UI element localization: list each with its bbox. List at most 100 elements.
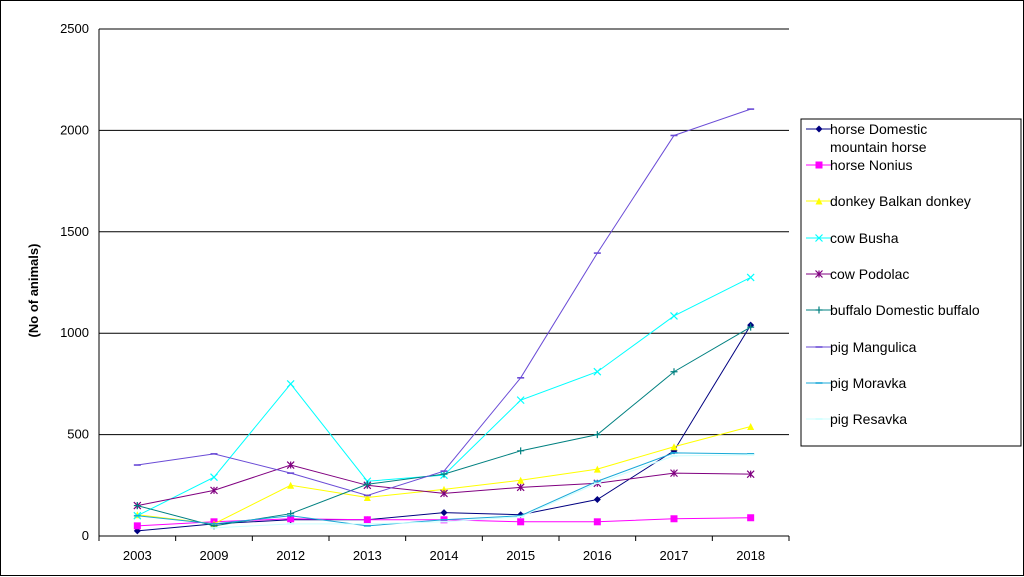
- data-point: [747, 323, 755, 331]
- marker-shape: [286, 379, 295, 388]
- data-point: [363, 516, 371, 524]
- marker-shape: [593, 367, 602, 376]
- marker-shape: [670, 515, 678, 523]
- marker-shape: [670, 443, 678, 451]
- x-tick-label: 2003: [123, 548, 152, 563]
- legend-label: cow Busha: [830, 230, 899, 246]
- legend-item: buffalo Domestic buffalo: [806, 302, 980, 318]
- x-tick-label: 2013: [353, 548, 382, 563]
- legend-item: pig Moravka: [806, 375, 906, 391]
- legend-marker: [815, 306, 823, 314]
- legend-item: horse Domestic mountain horse: [806, 121, 927, 155]
- x-tick-label: 2018: [736, 548, 765, 563]
- data-point: [670, 312, 678, 320]
- x-tick-label: 2016: [583, 548, 612, 563]
- legend-marker: [815, 234, 823, 242]
- marker-shape: [815, 270, 823, 278]
- data-point: [133, 502, 141, 510]
- data-point: [593, 367, 602, 376]
- marker-shape: [815, 161, 823, 169]
- data-point: [363, 480, 371, 488]
- marker-shape: [516, 483, 525, 492]
- data-point: [286, 461, 295, 469]
- series-5: [133, 323, 755, 530]
- x-tick-label: 2017: [660, 548, 689, 563]
- marker-shape: [815, 125, 823, 133]
- x-tick-label: 2012: [276, 548, 305, 563]
- series-4: [133, 461, 755, 510]
- series-line: [137, 324, 752, 532]
- y-tick-label: 2500: [60, 21, 89, 36]
- data-point: [517, 447, 525, 455]
- marker-shape: [670, 469, 678, 478]
- marker-shape: [210, 473, 218, 482]
- x-tick-label: 2009: [200, 548, 229, 563]
- marker-shape: [517, 518, 525, 526]
- data-point: [593, 518, 601, 526]
- data-point: [133, 522, 141, 530]
- legend-item: cow Podolac: [806, 266, 909, 282]
- y-tick-label: 2000: [60, 122, 89, 137]
- legend-label: buffalo Domestic buffalo: [830, 302, 980, 318]
- legend-marker: [815, 161, 823, 169]
- marker-shape: [133, 522, 141, 530]
- marker-shape: [747, 422, 755, 430]
- marker-shape: [287, 515, 295, 523]
- series-line: [137, 108, 751, 496]
- legend-marker: [815, 125, 823, 133]
- marker-shape: [286, 461, 295, 469]
- marker-shape: [593, 518, 601, 526]
- data-point: [440, 489, 448, 498]
- y-tick-label: 1500: [60, 224, 89, 239]
- legend-item: donkey Balkan donkey: [806, 193, 971, 209]
- marker-shape: [815, 306, 823, 314]
- marker-shape: [517, 476, 525, 484]
- data-point: [593, 495, 601, 503]
- legend-label: donkey Balkan donkey: [830, 193, 971, 209]
- series-8: [210, 454, 755, 529]
- data-point: [516, 396, 525, 405]
- marker-shape: [670, 312, 678, 320]
- legend-label: pig Moravka: [830, 375, 906, 391]
- marker-shape: [815, 197, 823, 205]
- legend-item: cow Busha: [806, 230, 899, 246]
- marker-shape: [210, 486, 218, 495]
- legend-item: pig Mangulica: [806, 339, 917, 355]
- legend-label: pig Resavka: [830, 411, 907, 427]
- data-point: [670, 368, 678, 376]
- marker-shape: [747, 323, 755, 331]
- y-tick-label: 0: [82, 528, 89, 543]
- data-point: [517, 476, 525, 484]
- data-point: [517, 518, 525, 526]
- marker-shape: [746, 470, 755, 479]
- legend-item: pig Resavka: [806, 411, 907, 427]
- data-point: [516, 483, 525, 492]
- marker-shape: [815, 234, 823, 242]
- data-point: [747, 422, 755, 430]
- marker-shape: [516, 396, 525, 405]
- legend-label: cow Podolac: [830, 266, 909, 282]
- marker-shape: [670, 368, 678, 376]
- marker-shape: [593, 431, 601, 439]
- legend-label: mountain horse: [830, 139, 927, 155]
- series-line: [137, 276, 751, 517]
- data-point: [747, 514, 755, 522]
- marker-shape: [747, 514, 755, 522]
- legend-label: horse Nonius: [830, 157, 913, 173]
- data-point: [363, 493, 371, 501]
- legend-label: pig Mangulica: [830, 339, 917, 355]
- marker-shape: [746, 273, 755, 282]
- y-axis-label: (No of animals): [26, 244, 41, 338]
- data-point: [210, 486, 218, 495]
- marker-shape: [440, 489, 448, 498]
- data-point: [210, 473, 218, 482]
- data-point: [593, 431, 601, 439]
- legend-item: horse Nonius: [806, 157, 913, 173]
- data-point: [670, 515, 678, 523]
- y-tick-label: 1000: [60, 325, 89, 340]
- marker-shape: [363, 516, 371, 524]
- legend: horse Domestic mountain horse horse Nonius…: [800, 118, 1022, 447]
- series-6: [133, 108, 755, 497]
